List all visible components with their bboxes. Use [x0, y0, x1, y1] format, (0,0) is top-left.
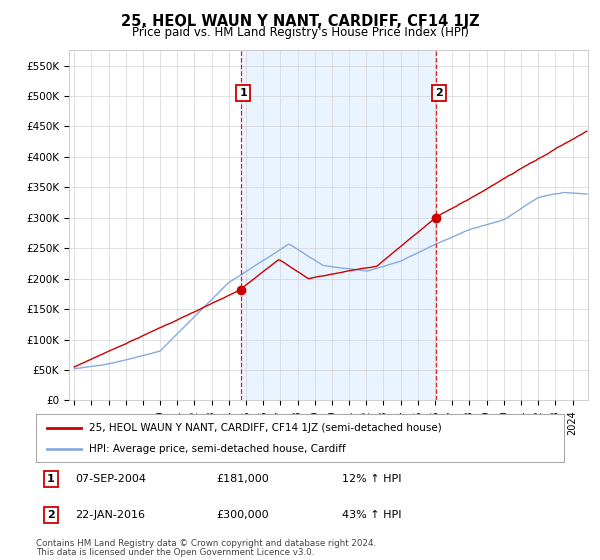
- Text: £181,000: £181,000: [216, 474, 269, 484]
- Text: Contains HM Land Registry data © Crown copyright and database right 2024.: Contains HM Land Registry data © Crown c…: [36, 539, 376, 548]
- Text: 12% ↑ HPI: 12% ↑ HPI: [342, 474, 401, 484]
- Text: Price paid vs. HM Land Registry's House Price Index (HPI): Price paid vs. HM Land Registry's House …: [131, 26, 469, 39]
- Text: 25, HEOL WAUN Y NANT, CARDIFF, CF14 1JZ (semi-detached house): 25, HEOL WAUN Y NANT, CARDIFF, CF14 1JZ …: [89, 423, 442, 433]
- Text: 1: 1: [239, 88, 247, 98]
- Text: £300,000: £300,000: [216, 510, 269, 520]
- Text: 22-JAN-2016: 22-JAN-2016: [75, 510, 145, 520]
- Text: This data is licensed under the Open Government Licence v3.0.: This data is licensed under the Open Gov…: [36, 548, 314, 557]
- Text: 07-SEP-2004: 07-SEP-2004: [75, 474, 146, 484]
- Text: 2: 2: [435, 88, 443, 98]
- Text: HPI: Average price, semi-detached house, Cardiff: HPI: Average price, semi-detached house,…: [89, 444, 346, 454]
- Text: 2: 2: [47, 510, 55, 520]
- Text: 25, HEOL WAUN Y NANT, CARDIFF, CF14 1JZ: 25, HEOL WAUN Y NANT, CARDIFF, CF14 1JZ: [121, 14, 479, 29]
- Bar: [241, 50, 436, 400]
- Text: 43% ↑ HPI: 43% ↑ HPI: [342, 510, 401, 520]
- Text: 1: 1: [47, 474, 55, 484]
